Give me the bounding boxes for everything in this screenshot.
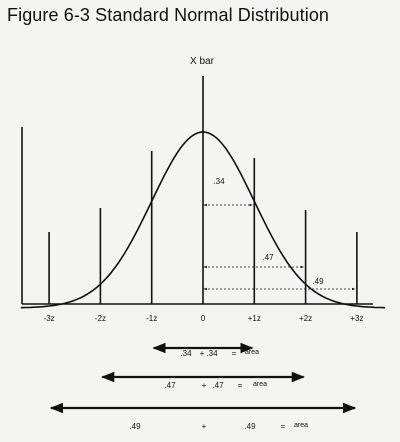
- tick-label: -3z: [44, 314, 55, 323]
- equation-eq: =: [238, 381, 243, 390]
- equation-op: +: [200, 349, 205, 358]
- equation-op: +: [202, 381, 207, 390]
- area-band-label: .34: [213, 177, 225, 186]
- tick-label: +1z: [248, 314, 261, 323]
- equation-left: .47: [164, 381, 176, 390]
- tick-label: +3z: [350, 314, 363, 323]
- equation-left: .34: [180, 349, 192, 358]
- equation-result: area: [245, 349, 259, 356]
- area-band-label: .49: [312, 277, 324, 286]
- tick-label: -2z: [95, 314, 106, 323]
- equation-result: area: [294, 422, 308, 429]
- equation-right: .47: [212, 381, 224, 390]
- tick-label: 0: [201, 314, 206, 323]
- tick-label: +2z: [299, 314, 312, 323]
- figure-title: Figure 6-3 Standard Normal Distribution: [7, 5, 330, 25]
- equation-right: .34: [206, 349, 218, 358]
- equation-eq: =: [281, 422, 286, 431]
- equation-right: .49: [244, 422, 256, 431]
- equation-result: area: [253, 381, 267, 388]
- area-band-label: .47: [262, 253, 274, 262]
- mean-label: X bar: [190, 56, 215, 67]
- equation-op: +: [202, 422, 207, 431]
- equation-left: .49: [129, 422, 141, 431]
- tick-label: -1z: [146, 314, 157, 323]
- equation-eq: =: [232, 349, 237, 358]
